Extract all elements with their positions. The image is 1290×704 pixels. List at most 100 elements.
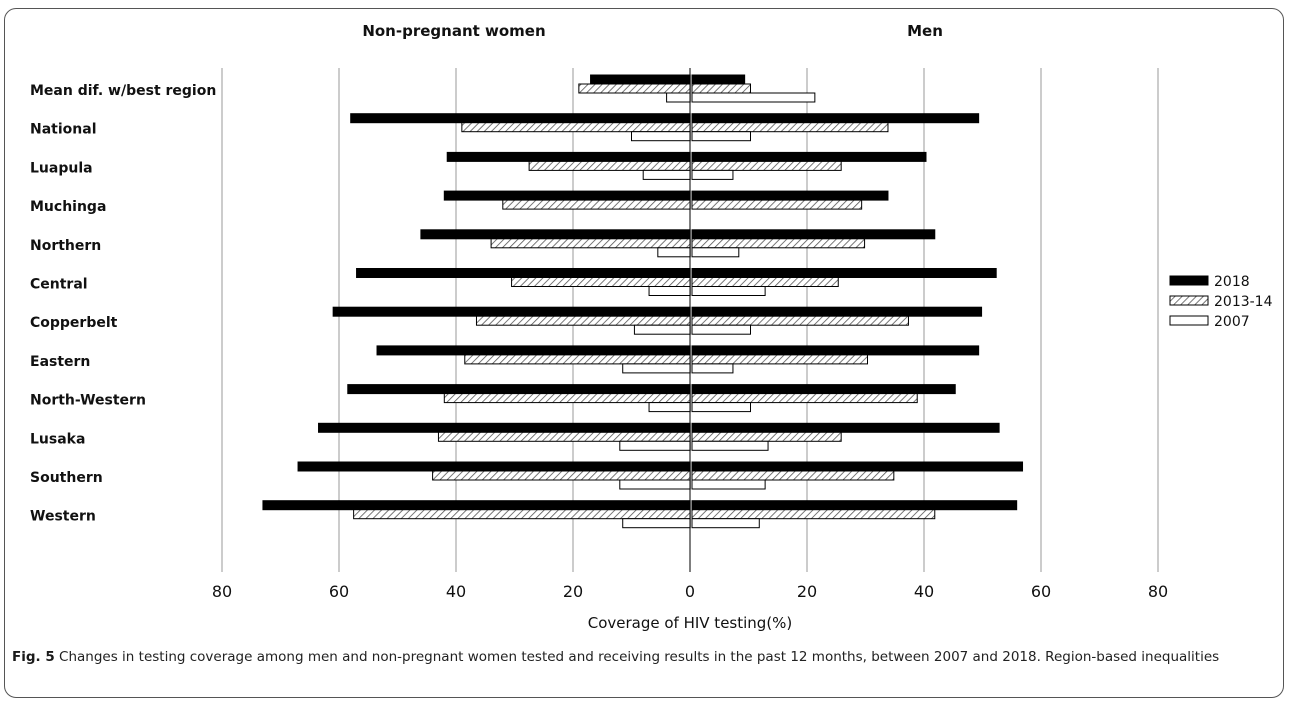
x-tick-label: 80 xyxy=(1148,582,1168,601)
bar-2007-men xyxy=(691,479,766,490)
figure-caption: Fig. 5 Changes in testing coverage among… xyxy=(12,648,1274,667)
legend-swatch-2018 xyxy=(1169,275,1209,286)
legend-swatch-2007 xyxy=(1169,315,1209,326)
category-label: Northern xyxy=(30,238,101,254)
x-tick-label: 0 xyxy=(685,582,695,601)
bar-2018-women xyxy=(376,345,691,356)
bar-2007-men xyxy=(691,440,769,451)
bar-2018-men xyxy=(691,306,983,317)
bar-2018-men xyxy=(691,384,956,395)
bar-2018-men xyxy=(691,345,980,356)
bar-2018-women xyxy=(590,74,691,85)
bar-2018-men xyxy=(691,113,980,124)
bar-2013-14-women xyxy=(432,470,691,481)
bar-2007-women xyxy=(666,92,691,103)
bar-2018-men xyxy=(691,422,1000,433)
bar-2018-women xyxy=(347,384,691,395)
bar-2007-men xyxy=(691,286,766,296)
legend-label-2013-14: 2013-14 xyxy=(1214,294,1273,310)
bar-2018-men xyxy=(691,74,746,85)
x-tick-label: 60 xyxy=(329,582,349,601)
bar-2013-14-men xyxy=(691,238,866,249)
x-tick-label: 40 xyxy=(446,582,466,601)
figure-frame xyxy=(4,8,1284,698)
category-label: Central xyxy=(30,277,88,293)
bar-2013-14-women xyxy=(437,431,691,442)
bar-2013-14-men xyxy=(691,431,842,442)
bar-2013-14-women xyxy=(490,238,691,249)
bar-2018-men xyxy=(691,268,997,278)
category-label: Western xyxy=(30,509,96,525)
category-label: North-Western xyxy=(30,393,146,409)
bar-2013-14-men xyxy=(691,393,918,404)
x-tick-label: 60 xyxy=(1031,582,1051,601)
bar-2013-14-men xyxy=(691,83,751,94)
bar-2007-women xyxy=(619,440,691,451)
bar-2007-women xyxy=(622,518,691,529)
bar-2018-men xyxy=(691,229,936,240)
legend-label-2018: 2018 xyxy=(1214,274,1250,290)
bar-2013-14-men xyxy=(691,470,895,481)
bar-2018-women xyxy=(443,190,691,201)
bar-2007-men xyxy=(691,92,816,103)
x-axis-title: Coverage of HIV testing(%) xyxy=(588,614,793,632)
category-label: Copperbelt xyxy=(30,315,118,331)
x-tick-label: 20 xyxy=(797,582,817,601)
caption-label: Fig. 5 xyxy=(12,649,55,665)
bar-2018-women xyxy=(262,500,691,511)
bar-2013-14-men xyxy=(691,354,868,365)
bar-2013-14-women xyxy=(475,315,691,326)
bar-2007-men xyxy=(691,518,760,529)
bar-2013-14-women xyxy=(502,199,691,210)
bar-2007-women xyxy=(657,247,691,258)
bar-2013-14-women xyxy=(353,509,691,520)
bar-2007-women xyxy=(619,479,691,490)
bar-2007-women xyxy=(622,363,691,374)
bar-2018-men xyxy=(691,461,1024,472)
bar-2013-14-men xyxy=(691,509,936,520)
bar-2007-women xyxy=(642,169,691,180)
category-label: National xyxy=(30,122,97,138)
bar-2018-women xyxy=(350,113,691,124)
bar-2018-women xyxy=(332,306,691,317)
category-label: Eastern xyxy=(30,354,90,370)
bar-2007-women xyxy=(648,402,691,413)
panel-title-men: Men xyxy=(907,22,943,40)
bar-2018-women xyxy=(318,422,691,433)
x-tick-label: 40 xyxy=(914,582,934,601)
bar-2013-14-men xyxy=(691,199,863,210)
bar-2007-men xyxy=(691,363,734,374)
bar-2007-women xyxy=(633,324,691,335)
bar-2013-14-men xyxy=(691,315,909,326)
bar-2018-women xyxy=(420,229,691,240)
bar-2007-men xyxy=(691,324,751,335)
bar-2007-women xyxy=(648,286,691,296)
bar-2018-men xyxy=(691,151,927,162)
bar-2007-women xyxy=(631,131,691,142)
legend-label-2007: 2007 xyxy=(1214,314,1250,330)
x-tick-label: 20 xyxy=(563,582,583,601)
category-label: Muchinga xyxy=(30,199,106,215)
chart-text: Non-pregnant women Men Coverage of HIV t… xyxy=(30,22,1168,632)
bar-2013-14-men xyxy=(691,122,889,133)
legend-swatch-2013-14 xyxy=(1169,295,1209,306)
bar-2013-14-women xyxy=(443,393,691,404)
bar-2007-men xyxy=(691,402,751,413)
bar-2013-14-men xyxy=(691,277,839,287)
bar-2018-men xyxy=(691,190,889,201)
caption-text: Changes in testing coverage among men an… xyxy=(59,649,1220,665)
bar-2013-14-men xyxy=(691,160,842,171)
bar-2018-women xyxy=(446,151,691,162)
category-label: Southern xyxy=(30,470,103,486)
bar-2007-men xyxy=(691,247,740,258)
bar-2007-men xyxy=(691,131,751,142)
bar-2018-men xyxy=(691,500,1018,511)
legend: 2018 2013-14 2007 xyxy=(1169,274,1273,330)
bar-2018-women xyxy=(356,268,691,278)
bar-2013-14-women xyxy=(464,354,691,365)
bar-2013-14-women xyxy=(511,277,691,287)
bar-2007-men xyxy=(691,169,734,180)
x-tick-label: 80 xyxy=(212,582,232,601)
category-label: Lusaka xyxy=(30,431,85,447)
